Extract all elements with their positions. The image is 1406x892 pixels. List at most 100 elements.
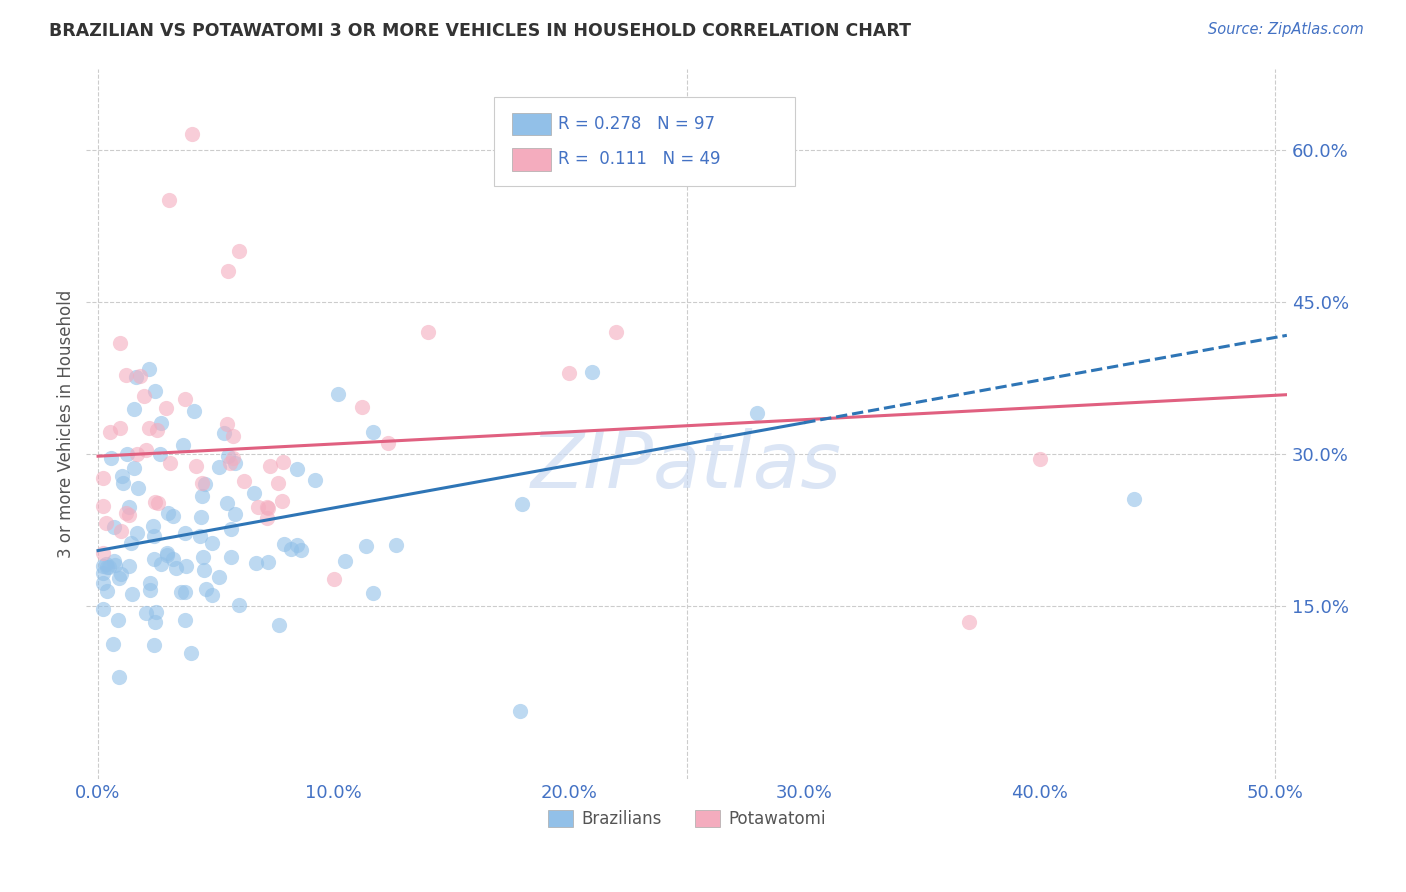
Point: [121, 587, 143, 601]
Point: [208, 570, 231, 584]
Point: [193, 549, 215, 564]
Text: Source: ZipAtlas.com: Source: ZipAtlas.com: [1208, 22, 1364, 37]
Point: [143, 615, 166, 629]
Point: [219, 522, 242, 536]
Point: [96, 583, 118, 598]
Point: [273, 536, 295, 550]
Point: [224, 456, 246, 470]
Point: [228, 244, 250, 259]
Point: [352, 400, 374, 414]
Point: [107, 613, 129, 627]
Point: [385, 538, 408, 552]
Point: [100, 451, 122, 466]
Point: [110, 335, 132, 350]
Point: [247, 500, 270, 515]
Point: [259, 458, 281, 473]
Point: [98, 560, 121, 574]
Point: [224, 507, 246, 521]
Legend: Brazilians, Potawatomi: Brazilians, Potawatomi: [541, 803, 832, 835]
Point: [108, 571, 131, 585]
Point: [228, 599, 250, 613]
Point: [217, 264, 239, 278]
Point: [96, 560, 118, 574]
Point: [110, 567, 132, 582]
Point: [287, 462, 309, 476]
FancyBboxPatch shape: [512, 112, 551, 136]
Point: [122, 402, 145, 417]
Point: [98, 425, 121, 439]
FancyBboxPatch shape: [512, 148, 551, 170]
Point: [156, 546, 179, 560]
Point: [122, 461, 145, 475]
Point: [111, 475, 134, 490]
Point: [191, 489, 214, 503]
Point: [232, 474, 254, 488]
Text: R =  0.111   N = 49: R = 0.111 N = 49: [558, 151, 721, 169]
Point: [91, 499, 114, 513]
Point: [605, 326, 627, 340]
Point: [290, 543, 312, 558]
Point: [157, 506, 180, 520]
Point: [174, 392, 197, 407]
Point: [148, 495, 170, 509]
Point: [103, 637, 125, 651]
Point: [222, 429, 245, 443]
Point: [333, 554, 356, 568]
Point: [110, 421, 132, 435]
Point: [162, 552, 184, 566]
Point: [183, 404, 205, 418]
Point: [91, 558, 114, 573]
Point: [170, 584, 193, 599]
Point: [138, 362, 160, 376]
Point: [267, 475, 290, 490]
Point: [217, 449, 239, 463]
Point: [149, 557, 172, 571]
Point: [157, 194, 180, 208]
Point: [173, 613, 195, 627]
Point: [108, 670, 131, 684]
Point: [139, 576, 162, 591]
Point: [132, 389, 155, 403]
Point: [184, 458, 207, 473]
Point: [191, 475, 214, 490]
Point: [219, 549, 242, 564]
Point: [172, 438, 194, 452]
Point: [270, 494, 292, 508]
Point: [139, 582, 162, 597]
Point: [91, 602, 114, 616]
Point: [96, 557, 118, 571]
Point: [103, 520, 125, 534]
Point: [118, 508, 141, 522]
Point: [208, 460, 231, 475]
FancyBboxPatch shape: [495, 97, 794, 186]
Point: [285, 538, 308, 552]
Point: [174, 526, 197, 541]
Point: [174, 558, 197, 573]
Point: [114, 507, 136, 521]
Point: [127, 481, 149, 495]
Point: [215, 496, 238, 510]
Point: [747, 406, 769, 420]
Point: [143, 529, 166, 543]
Point: [162, 508, 184, 523]
Point: [1028, 452, 1050, 467]
Point: [200, 588, 222, 602]
Point: [117, 447, 139, 461]
Point: [149, 416, 172, 430]
Point: [323, 572, 346, 586]
Point: [361, 425, 384, 439]
Point: [280, 541, 302, 556]
Point: [188, 528, 211, 542]
Point: [377, 435, 399, 450]
Point: [212, 426, 235, 441]
Point: [509, 704, 531, 718]
Point: [1122, 492, 1144, 507]
Point: [416, 326, 439, 340]
Point: [91, 471, 114, 485]
Point: [245, 556, 267, 570]
Point: [110, 524, 132, 539]
Point: [159, 456, 181, 470]
Point: [581, 365, 603, 379]
Point: [326, 386, 349, 401]
Point: [91, 575, 114, 590]
